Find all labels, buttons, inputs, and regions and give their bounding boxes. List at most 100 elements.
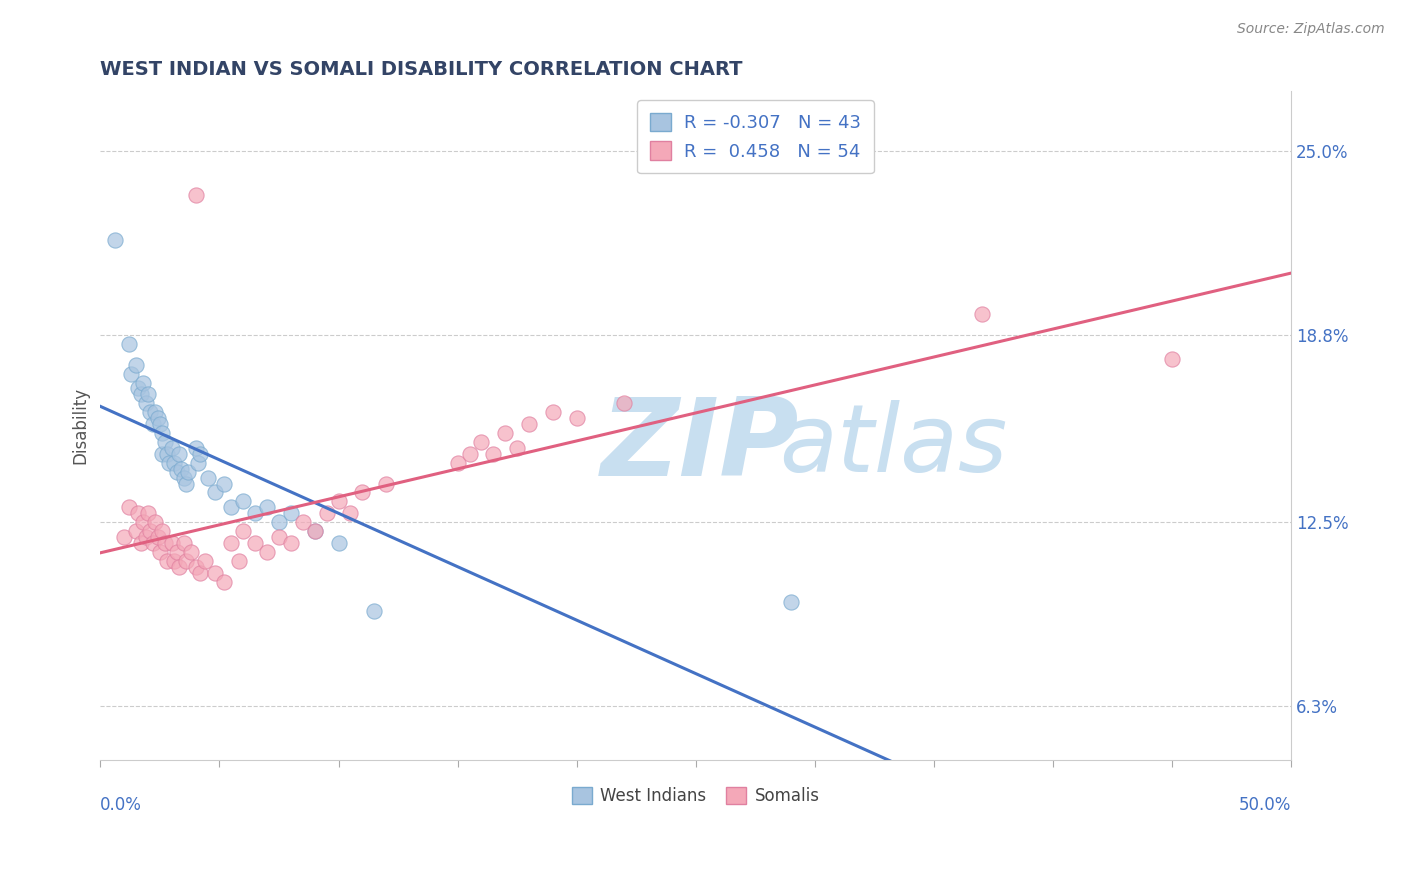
Point <box>177 465 200 479</box>
Text: Source: ZipAtlas.com: Source: ZipAtlas.com <box>1237 22 1385 37</box>
Point <box>174 476 197 491</box>
Point <box>125 358 148 372</box>
Point <box>204 485 226 500</box>
Point <box>352 485 374 500</box>
Point <box>212 476 235 491</box>
Point <box>136 387 159 401</box>
Point <box>160 536 183 550</box>
Point <box>197 470 219 484</box>
Point <box>166 545 188 559</box>
Point <box>142 417 165 431</box>
Point <box>132 376 155 390</box>
Point <box>156 554 179 568</box>
Point <box>970 307 993 321</box>
Point <box>256 545 278 559</box>
Point <box>135 396 157 410</box>
Point <box>135 530 157 544</box>
Point <box>190 447 212 461</box>
Point <box>446 456 468 470</box>
Point <box>136 506 159 520</box>
Point <box>304 524 326 538</box>
Point <box>166 465 188 479</box>
Point <box>280 536 302 550</box>
Point <box>104 233 127 247</box>
Point <box>328 494 350 508</box>
Legend: West Indians, Somalis: West Indians, Somalis <box>565 780 827 812</box>
Point <box>118 337 141 351</box>
Point <box>267 530 290 544</box>
Point <box>174 554 197 568</box>
Point <box>153 536 176 550</box>
Point <box>190 566 212 580</box>
Point <box>780 595 803 609</box>
Point <box>146 530 169 544</box>
Point <box>228 554 250 568</box>
Point <box>517 417 540 431</box>
Point <box>150 425 173 440</box>
Point <box>221 500 243 515</box>
Point <box>139 524 162 538</box>
Point <box>506 441 529 455</box>
Point <box>129 536 152 550</box>
Point <box>291 515 314 529</box>
Point <box>482 447 505 461</box>
Point <box>194 554 217 568</box>
Point <box>184 441 207 455</box>
Point <box>565 411 588 425</box>
Point <box>159 456 181 470</box>
Point <box>267 515 290 529</box>
Point <box>125 524 148 538</box>
Point <box>160 441 183 455</box>
Text: WEST INDIAN VS SOMALI DISABILITY CORRELATION CHART: WEST INDIAN VS SOMALI DISABILITY CORRELA… <box>100 60 742 78</box>
Point <box>132 515 155 529</box>
Point <box>375 476 398 491</box>
Point <box>142 536 165 550</box>
Point <box>156 447 179 461</box>
Point <box>180 545 202 559</box>
Point <box>184 188 207 202</box>
Point <box>232 524 254 538</box>
Text: ZIP: ZIP <box>600 392 799 499</box>
Point <box>150 447 173 461</box>
Point <box>243 536 266 550</box>
Point <box>167 559 190 574</box>
Point <box>304 524 326 538</box>
Text: 0.0%: 0.0% <box>100 796 142 814</box>
Point <box>173 470 195 484</box>
Point <box>112 530 135 544</box>
Point <box>458 447 481 461</box>
Point <box>118 500 141 515</box>
Point <box>1161 351 1184 366</box>
Point <box>163 456 186 470</box>
Point <box>170 461 193 475</box>
Point <box>184 559 207 574</box>
Point <box>328 536 350 550</box>
Point <box>243 506 266 520</box>
Point <box>167 447 190 461</box>
Point <box>139 405 162 419</box>
Point <box>256 500 278 515</box>
Point <box>212 574 235 589</box>
Point <box>541 405 564 419</box>
Point <box>146 411 169 425</box>
Point <box>143 405 166 419</box>
Point <box>143 515 166 529</box>
Point <box>613 396 636 410</box>
Point <box>232 494 254 508</box>
Point <box>280 506 302 520</box>
Point <box>204 566 226 580</box>
Point <box>149 545 172 559</box>
Point <box>470 434 492 449</box>
Point <box>494 425 516 440</box>
Point <box>173 536 195 550</box>
Point <box>129 387 152 401</box>
Point <box>187 456 209 470</box>
Point <box>150 524 173 538</box>
Point <box>315 506 337 520</box>
Point <box>127 381 149 395</box>
Point <box>221 536 243 550</box>
Text: 50.0%: 50.0% <box>1239 796 1291 814</box>
Point <box>153 434 176 449</box>
Point <box>163 554 186 568</box>
Text: atlas: atlas <box>779 401 1008 491</box>
